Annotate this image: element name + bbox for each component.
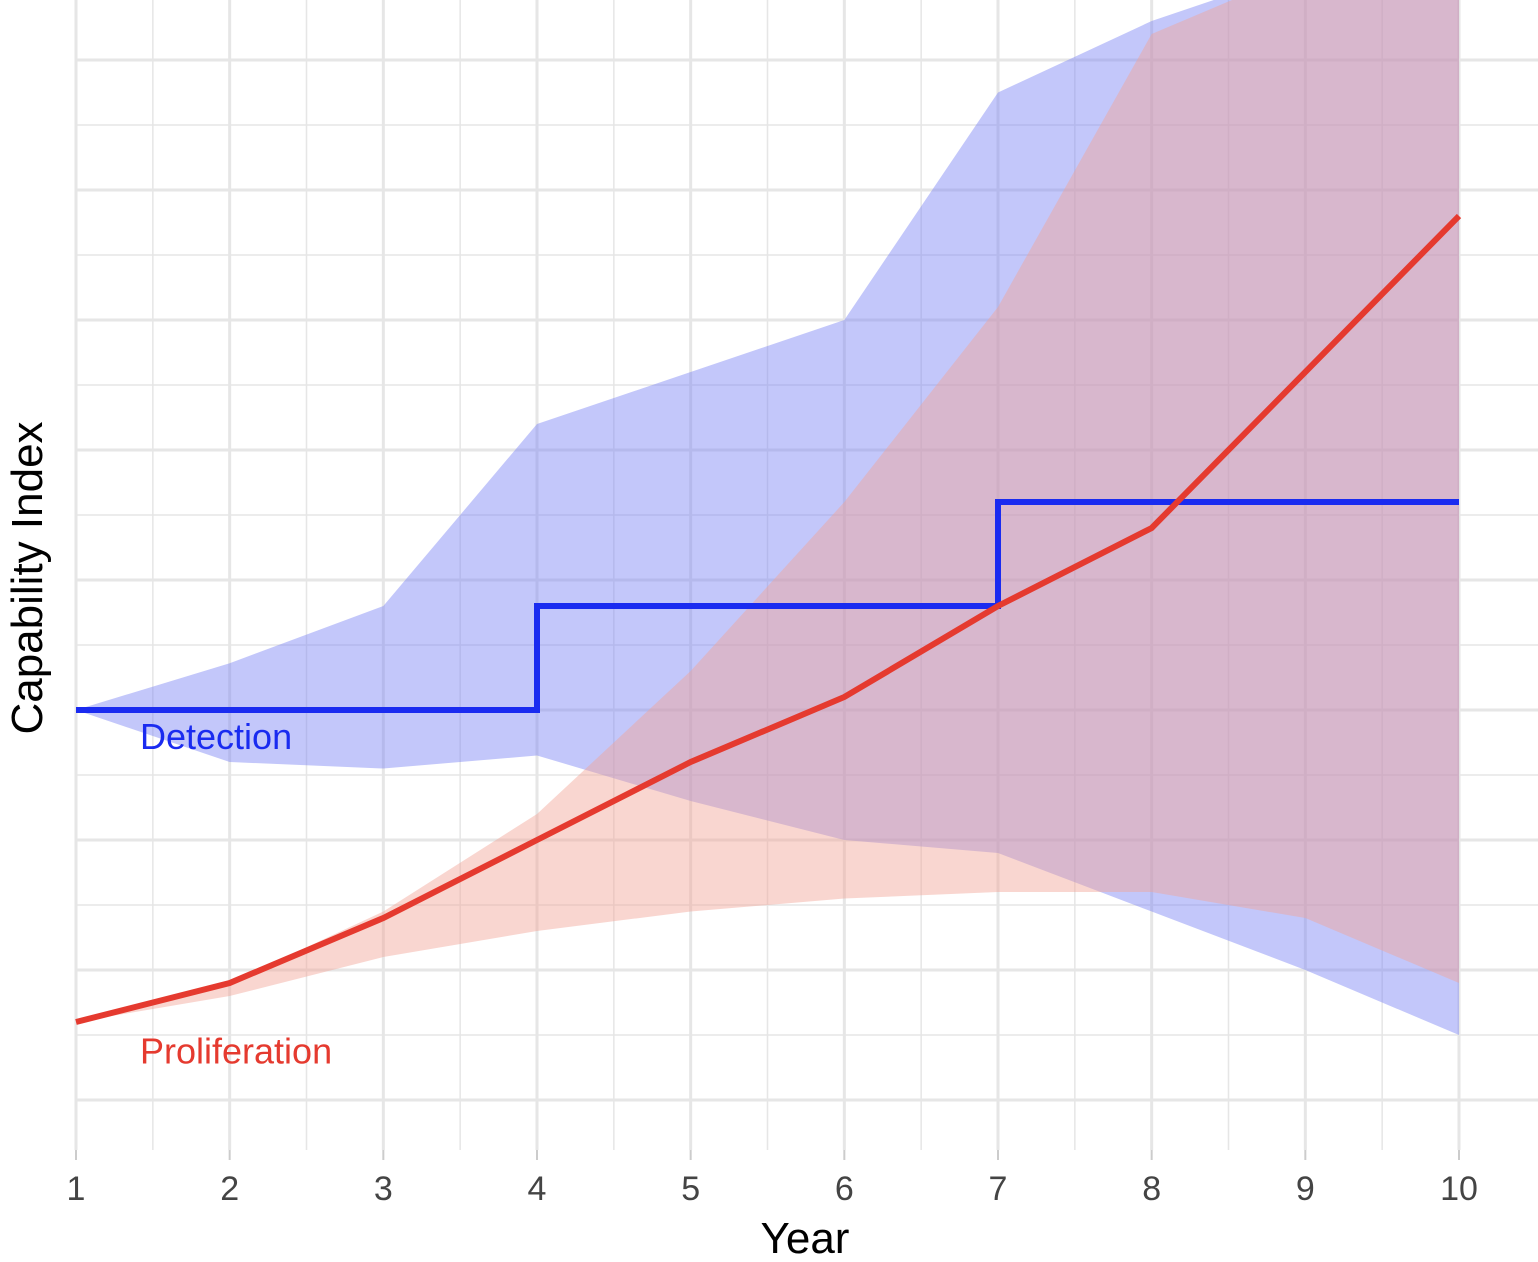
uncertainty-bands [76, 0, 1459, 1035]
series-labels: Detection Proliferation [140, 716, 332, 1072]
x-tick-label: 6 [835, 1170, 854, 1208]
x-tick-label: 4 [528, 1170, 547, 1208]
detection-band [76, 0, 1459, 1035]
x-tick-label: 5 [681, 1170, 700, 1208]
x-axis-title: Year [761, 1214, 850, 1262]
series-lines [75, 213, 1462, 1025]
detection-label: Detection [140, 716, 292, 757]
proliferation-band [76, 0, 1459, 1022]
y-axis-title: Capability Index [3, 421, 52, 734]
x-tick-label: 10 [1440, 1170, 1478, 1208]
x-tick-label: 7 [989, 1170, 1008, 1208]
x-tick-label: 3 [374, 1170, 393, 1208]
x-tick-label: 9 [1296, 1170, 1315, 1208]
x-tick-label: 8 [1142, 1170, 1161, 1208]
proliferation-label: Proliferation [140, 1031, 332, 1072]
x-tick-label: 2 [220, 1170, 239, 1208]
x-tick-label: 1 [67, 1170, 86, 1208]
proliferation-line [75, 213, 1462, 1025]
x-axis-ticks: 1 2 3 4 5 6 7 8 9 10 [67, 1150, 1478, 1208]
